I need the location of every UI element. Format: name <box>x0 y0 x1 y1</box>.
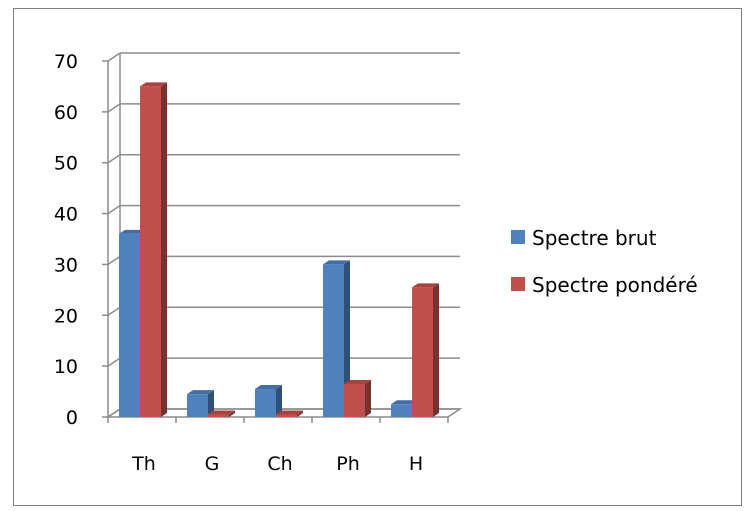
gridline-wall <box>107 357 121 367</box>
y-tick-label: 70 <box>54 51 78 73</box>
legend-swatch <box>511 277 525 291</box>
bar <box>323 260 350 417</box>
bar-front <box>344 383 365 417</box>
gridline-wall <box>107 52 121 62</box>
gridline-wall <box>107 103 121 113</box>
bar-top <box>323 260 350 265</box>
x-tick-label: H <box>409 453 423 475</box>
bar-side <box>344 260 350 417</box>
bar-top <box>255 385 282 390</box>
bar-front <box>187 394 208 417</box>
y-tick-label: 50 <box>54 153 78 175</box>
gridline-wall <box>107 204 121 215</box>
bar-front <box>412 287 433 417</box>
bar-front <box>119 233 140 417</box>
bar-top <box>276 410 303 415</box>
x-tick-label: Ch <box>267 453 292 475</box>
legend-swatch <box>511 230 525 244</box>
legend: Spectre brut Spectre pondéré <box>511 226 698 297</box>
bar-top <box>208 410 235 415</box>
y-tick-labels: 0 10 20 30 40 50 60 70 <box>54 51 78 429</box>
bar-front <box>208 414 229 417</box>
bar-front <box>140 86 161 417</box>
bar <box>255 385 282 417</box>
gridline-wall <box>107 255 121 266</box>
bar <box>412 283 439 417</box>
bar-top <box>140 82 167 87</box>
bars <box>119 82 439 417</box>
y-tick-label: 40 <box>54 204 78 226</box>
bar <box>276 410 303 417</box>
gridline-wall <box>107 306 121 316</box>
bar-top <box>187 390 214 395</box>
y-tick-label: 60 <box>54 102 78 124</box>
gridline-wall <box>107 154 121 164</box>
bar-front <box>255 389 276 417</box>
y-tick-label: 20 <box>54 305 78 327</box>
bar-front <box>323 264 344 417</box>
bar <box>208 410 235 417</box>
bar <box>344 379 371 417</box>
x-tick-label: Ph <box>336 453 360 475</box>
legend-label: Spectre brut <box>532 226 657 250</box>
bar-top <box>344 379 371 384</box>
bar-top <box>412 283 439 288</box>
bar-side <box>365 379 371 417</box>
bar-side <box>208 390 214 417</box>
bar <box>187 390 214 417</box>
bar-side <box>297 410 303 417</box>
x-tick-labels: Th G Ch Ph H <box>131 453 423 475</box>
bar-side <box>229 410 235 417</box>
bar-top <box>391 400 418 405</box>
bar-front <box>391 404 412 417</box>
y-tick-label: 30 <box>54 254 78 276</box>
bar-side <box>433 283 439 417</box>
x-tick-label: Th <box>131 453 156 475</box>
x-tick-label: G <box>205 453 220 475</box>
bar-side <box>161 82 167 417</box>
y-tick-label: 10 <box>54 356 78 378</box>
y-tick-label: 0 <box>66 407 78 429</box>
bar-side <box>276 385 282 417</box>
bar-front <box>276 414 297 417</box>
bar-top <box>119 229 146 234</box>
legend-label: Spectre pondéré <box>532 273 698 297</box>
bar <box>140 82 167 417</box>
